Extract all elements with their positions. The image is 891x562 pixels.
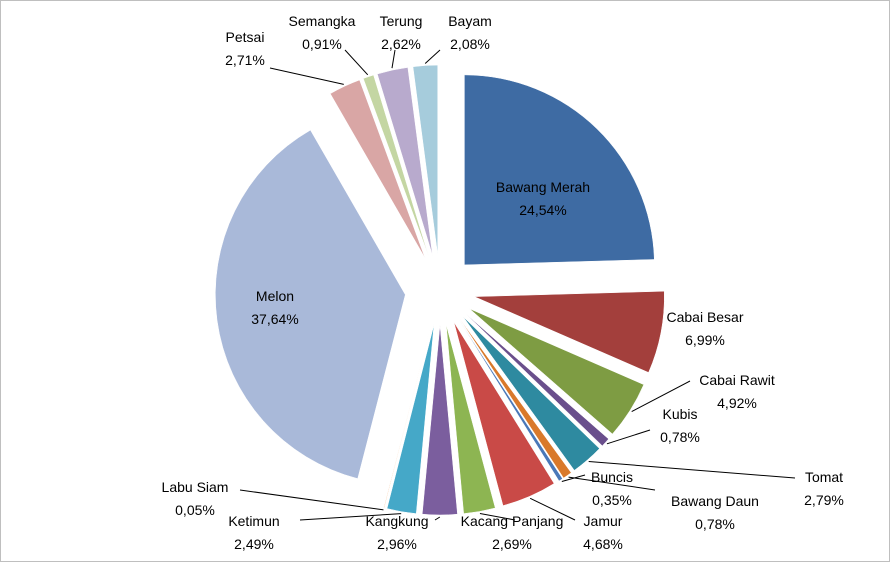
slice-label: Kacang Panjang 2,69% [461, 513, 564, 552]
slice-label: Petsai 2,71% [225, 29, 265, 68]
pie-slice [362, 74, 430, 257]
slice-label-value: 0,78% [695, 516, 735, 532]
pie-slice [458, 319, 563, 482]
pie-slice [474, 290, 665, 373]
slice-label: Cabai Besar 6,99% [666, 309, 743, 348]
slice-label-name: Cabai Rawit [699, 372, 775, 388]
pie-slice [465, 313, 609, 447]
slice-label: Tomat 2,79% [804, 469, 844, 508]
slice-label-name: Tomat [805, 469, 843, 485]
slice-label-value: 2,79% [804, 492, 844, 508]
pie-slice [462, 316, 600, 471]
pie-slice [469, 308, 645, 435]
slice-label-value: 2,71% [225, 52, 265, 68]
pie-slice [215, 129, 406, 479]
slice-label: Terung 2,62% [380, 13, 423, 52]
slice-label: Cabai Rawit 4,92% [699, 372, 775, 411]
slice-label-name: Cabai Besar [666, 309, 743, 325]
slice-label-name: Jamur [584, 513, 623, 529]
slice-label-value: 0,78% [660, 429, 700, 445]
leader-line [434, 516, 441, 521]
slice-label: Kubis 0,78% [660, 406, 700, 445]
slice-label-value: 24,54% [519, 202, 566, 218]
pie-slice [376, 67, 433, 256]
leader-line [424, 49, 441, 64]
leader-line [606, 429, 651, 445]
slice-label-value: 4,68% [583, 536, 623, 552]
pie-slice [329, 79, 426, 259]
slice-label-value: 0,05% [175, 502, 215, 518]
pie-slice [421, 324, 458, 516]
slice-label-value: 0,35% [592, 492, 632, 508]
pie-slice [412, 64, 438, 256]
slice-label: Ketimun 2,49% [228, 513, 279, 552]
slice-label-name: Buncis [591, 469, 633, 485]
leader-line [631, 380, 691, 413]
slice-label-name: Melon [256, 288, 294, 304]
slice-label-name: Petsai [226, 29, 265, 45]
slice-label: Melon 37,64% [251, 288, 298, 327]
slice-label: Labu Siam 0,05% [162, 479, 229, 518]
slice-label-name: Kacang Panjang [461, 513, 564, 529]
slice-label: Bawang Daun 0,78% [671, 493, 759, 532]
pie-slice [383, 323, 432, 509]
slice-label-name: Ketimun [228, 513, 279, 529]
slice-label: Bawang Merah 24,54% [496, 179, 590, 218]
pie-slice [453, 321, 555, 506]
slice-label: Jamur 4,68% [583, 513, 623, 552]
pie-slice [464, 74, 655, 266]
slice-label-value: 2,69% [492, 536, 532, 552]
slice-label-value: 6,99% [685, 332, 725, 348]
slice-label-value: 2,96% [377, 536, 417, 552]
leader-line [391, 49, 396, 69]
slice-label-value: 2,49% [234, 536, 274, 552]
slice-label-value: 4,92% [717, 395, 757, 411]
slice-label-name: Kubis [662, 406, 697, 422]
slice-label-value: 2,62% [381, 36, 421, 52]
slice-label: Buncis 0,35% [591, 469, 633, 508]
slice-label-name: Semangka [289, 13, 356, 29]
slice-label: Kangkung 2,96% [365, 513, 428, 552]
leader-line [239, 489, 384, 511]
pie-slice [459, 318, 572, 479]
leader-line [344, 49, 369, 76]
leader-line [299, 513, 402, 521]
slice-label-name: Kangkung [365, 513, 428, 529]
slice-label-value: 37,64% [251, 311, 298, 327]
pie-slice [445, 324, 496, 514]
leader-line [529, 497, 576, 521]
slice-label-value: 0,91% [302, 36, 342, 52]
slice-label-name: Bawang Daun [671, 493, 759, 509]
leader-line [479, 512, 516, 521]
slice-label-value: 2,08% [450, 36, 490, 52]
slice-label-name: Bawang Merah [496, 179, 590, 195]
slice-label-name: Labu Siam [162, 479, 229, 495]
slice-label-name: Terung [380, 13, 423, 29]
slice-label-name: Bayam [448, 13, 492, 29]
slice-label: Bayam 2,08% [448, 13, 492, 52]
pie-slice [386, 324, 435, 514]
leader-line [561, 474, 586, 483]
slice-label: Semangka 0,91% [289, 13, 356, 52]
leader-line [269, 67, 344, 85]
leader-line [568, 476, 656, 491]
leader-line [588, 461, 796, 479]
